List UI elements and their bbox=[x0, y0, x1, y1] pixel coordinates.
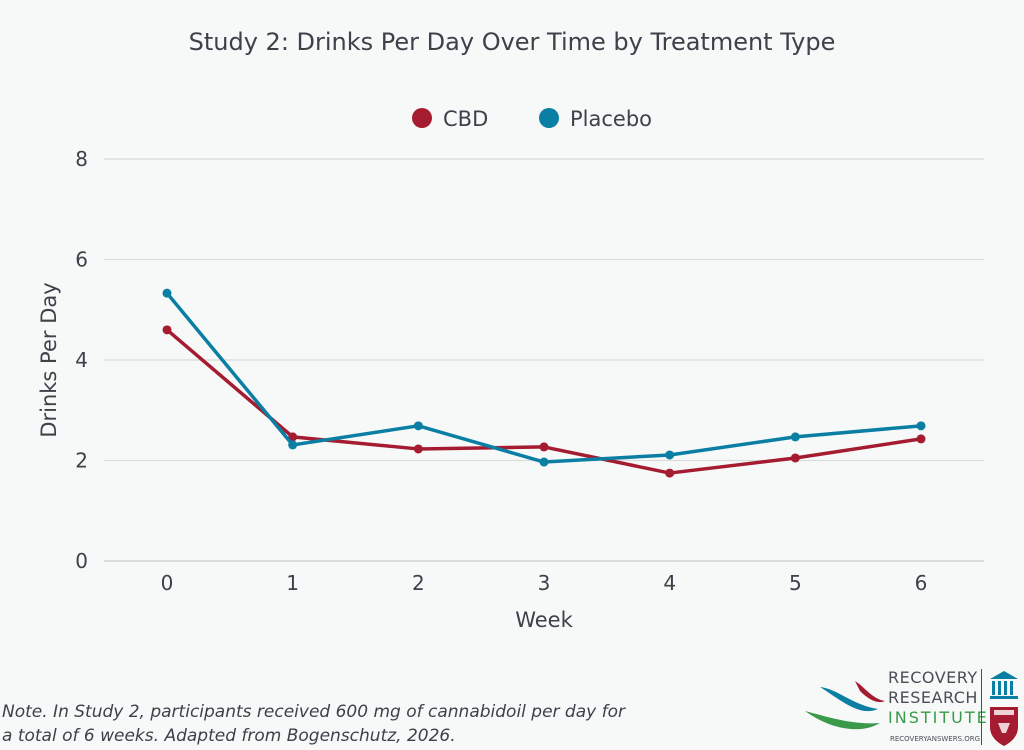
y-tick-label: 2 bbox=[75, 449, 88, 473]
legend: CBD Placebo bbox=[412, 107, 652, 131]
y-tick-label: 6 bbox=[75, 248, 88, 272]
chart-title: Study 2: Drinks Per Day Over Time by Tre… bbox=[189, 28, 836, 56]
x-tick-label: 2 bbox=[412, 571, 425, 595]
logo-url: RECOVERYANSWERS.ORG bbox=[890, 735, 981, 743]
data-point-cbd[interactable] bbox=[413, 444, 423, 454]
x-tick-label: 3 bbox=[538, 571, 551, 595]
data-point-placebo[interactable] bbox=[413, 421, 423, 431]
x-axis-label: Week bbox=[515, 608, 573, 632]
line-chart: Study 2: Drinks Per Day Over Time by Tre… bbox=[37, 28, 984, 632]
x-tick-label: 5 bbox=[789, 571, 802, 595]
logo-text-recovery: RECOVERY bbox=[888, 668, 978, 687]
x-tick-label: 1 bbox=[286, 571, 299, 595]
legend-marker-cbd bbox=[412, 108, 432, 128]
data-point-cbd[interactable] bbox=[790, 453, 800, 463]
y-axis-label: Drinks Per Day bbox=[37, 282, 61, 437]
y-tick-label: 8 bbox=[75, 147, 88, 171]
x-tick-label: 6 bbox=[915, 571, 928, 595]
x-tick-label: 4 bbox=[663, 571, 676, 595]
data-point-placebo[interactable] bbox=[790, 432, 800, 442]
series-line-cbd bbox=[165, 328, 922, 475]
harvard-shield-icon bbox=[990, 671, 1018, 746]
data-point-placebo[interactable] bbox=[916, 421, 926, 431]
y-tick-label: 4 bbox=[75, 348, 88, 372]
data-point-cbd[interactable] bbox=[916, 434, 926, 444]
note-line-1: Note. In Study 2, participants received … bbox=[2, 702, 625, 722]
recovery-research-institute-logo: RECOVERY RESEARCH INSTITUTE RECOVERYANSW… bbox=[800, 665, 1024, 750]
legend-label-placebo: Placebo bbox=[570, 107, 652, 131]
data-point-cbd[interactable] bbox=[288, 432, 298, 442]
data-point-placebo[interactable] bbox=[162, 288, 172, 298]
data-point-placebo[interactable] bbox=[539, 457, 549, 467]
x-tick-label: 0 bbox=[161, 571, 174, 595]
note-line-2: a total of 6 weeks. Adapted from Bogensc… bbox=[2, 726, 456, 746]
series-line-placebo bbox=[165, 292, 922, 464]
y-tick-label: 0 bbox=[75, 549, 88, 573]
legend-marker-placebo bbox=[539, 108, 559, 128]
data-point-cbd[interactable] bbox=[162, 325, 172, 335]
leaf-swoosh-icon bbox=[805, 681, 885, 730]
logo-divider bbox=[981, 669, 982, 745]
data-point-placebo[interactable] bbox=[288, 440, 298, 450]
legend-label-cbd: CBD bbox=[443, 107, 488, 131]
logo-text-institute: INSTITUTE bbox=[888, 708, 989, 727]
series-placebo bbox=[162, 288, 926, 467]
data-point-placebo[interactable] bbox=[665, 450, 675, 460]
data-point-cbd[interactable] bbox=[539, 442, 549, 452]
logo-text-research: RESEARCH bbox=[888, 688, 978, 707]
chart-note: Note. In Study 2, participants received … bbox=[2, 700, 702, 748]
series-cbd bbox=[162, 325, 926, 478]
data-point-cbd[interactable] bbox=[665, 468, 675, 478]
